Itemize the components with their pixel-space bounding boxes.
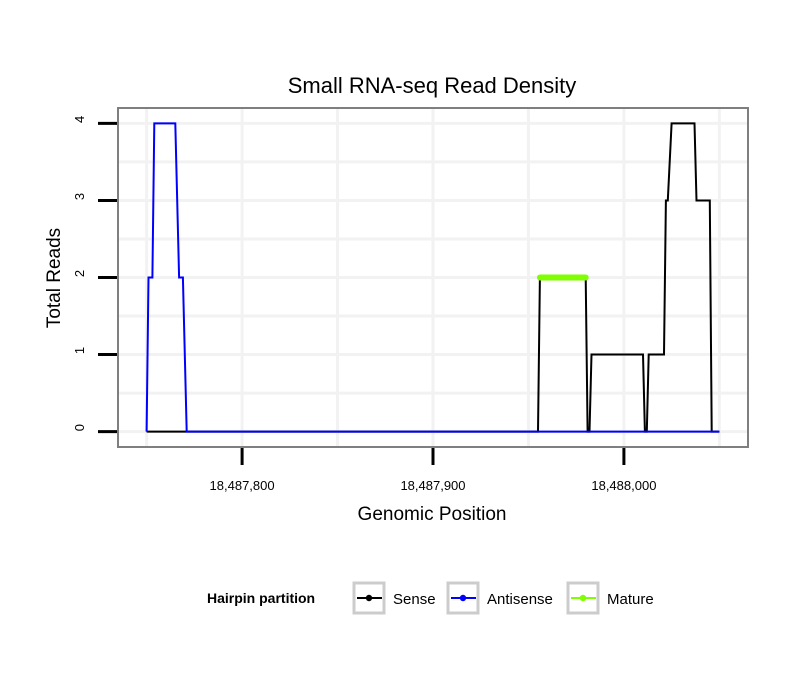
legend-key-point	[365, 594, 373, 602]
plot-panel	[117, 107, 749, 448]
x-axis: 18,487,800 18,487,900 18,488,000	[210, 448, 656, 493]
y-tick-label: 0	[72, 424, 87, 431]
y-axis-title: Total Reads	[44, 228, 65, 328]
y-tick-label: 3	[72, 193, 87, 200]
legend-key-point	[579, 594, 587, 602]
legend-item-mature: Mature	[566, 581, 654, 615]
legend-label: Sense	[393, 591, 436, 608]
legend: Hairpin partition Sense Antisense Mature	[207, 581, 654, 615]
legend-item-sense: Sense	[352, 581, 436, 615]
series-line-antisense	[145, 122, 720, 433]
y-tick-label: 2	[72, 270, 87, 277]
y-tick-label: 1	[72, 347, 87, 354]
y-tick-label: 4	[72, 116, 87, 123]
legend-key-point	[459, 594, 467, 602]
series-layer	[145, 122, 720, 433]
y-axis: 0 1 2 3 4	[72, 116, 117, 434]
legend-item-antisense: Antisense	[446, 581, 553, 615]
x-axis-title: Genomic Position	[358, 504, 507, 525]
x-tick-label: 18,487,800	[210, 478, 275, 493]
legend-label: Antisense	[487, 591, 553, 608]
legend-label: Mature	[607, 591, 654, 608]
x-tick-label: 18,488,000	[591, 478, 656, 493]
chart-title: Small RNA-seq Read Density	[288, 73, 577, 98]
x-tick-label: 18,487,900	[400, 478, 465, 493]
legend-title: Hairpin partition	[207, 590, 315, 606]
